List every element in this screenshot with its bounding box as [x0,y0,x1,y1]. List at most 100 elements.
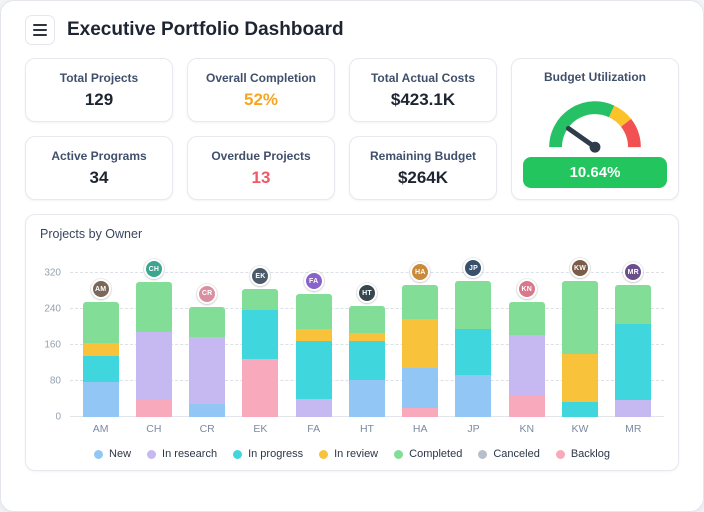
bar-segment-completed[interactable] [295,294,332,330]
kpi-label: Remaining Budget [369,148,476,163]
bar-segment-new[interactable] [189,403,226,417]
stacked-bar-cr[interactable] [189,306,226,417]
bar-segment-backlog[interactable] [402,408,439,417]
kpi-card-total-actual-costs: Total Actual Costs $423.1K [349,58,497,122]
bar-segment-completed[interactable] [615,285,652,325]
gauge-arc-high [620,118,641,148]
bars-container: AM CH CR EK FA HT HA JP KN KW MR [70,249,664,417]
legend-item-new[interactable]: New [94,448,131,460]
legend-dot [147,449,157,459]
stacked-bar-ek[interactable] [242,289,279,417]
bar-group-am: AM [80,249,122,417]
kpi-value: 129 [84,89,114,109]
gauge-needle [565,125,598,150]
gauge-label: Budget Utilization [544,70,646,84]
kpi-card-overdue-projects: Overdue Projects 13 [187,136,335,200]
legend-item-in-research[interactable]: In research [147,448,217,460]
bar-segment-new[interactable] [348,379,385,417]
legend-item-canceled[interactable]: Canceled [478,448,540,460]
bar-segment-in-research[interactable] [189,336,226,404]
bar-segment-in-review[interactable] [82,343,119,356]
bar-segment-backlog[interactable] [508,394,545,417]
bar-segment-in-research[interactable] [135,331,172,399]
bar-segment-in-progress[interactable] [348,341,385,380]
legend-item-completed[interactable]: Completed [394,448,462,460]
bar-segment-in-progress[interactable] [82,355,119,382]
bar-segment-completed[interactable] [508,302,545,335]
bar-segment-completed[interactable] [135,282,172,332]
bar-segment-backlog[interactable] [242,358,279,417]
owner-avatar: CR [197,283,218,304]
stacked-bar-jp[interactable] [455,281,492,417]
bar-segment-completed[interactable] [348,306,385,334]
stacked-bar-kw[interactable] [562,281,599,417]
stacked-bar-am[interactable] [82,302,119,417]
kpi-value: 34 [89,167,109,187]
owner-avatar: AM [90,279,111,300]
legend-label: Completed [409,448,463,460]
kpi-value: 52% [243,89,279,109]
stacked-bar-mr[interactable] [615,285,652,417]
page-title: Executive Portfolio Dashboard [67,19,344,40]
bar-segment-backlog[interactable] [135,399,172,417]
bar-segment-in-research[interactable] [508,334,545,395]
chart-title: Projects by Owner [40,227,143,241]
owner-avatar: HA [410,262,431,283]
y-tick-label: 160 [44,339,61,351]
kpi-card-remaining-budget: Remaining Budget $264K [349,136,497,200]
bar-segment-completed[interactable] [562,281,599,355]
x-axis: AM CH CR EK FA HT HA JP KN KW MR [70,417,664,435]
bar-segment-completed[interactable] [242,289,279,310]
bar-segment-in-progress[interactable] [562,401,599,417]
bar-segment-in-progress[interactable] [455,329,492,375]
x-tick-label: KW [571,423,589,435]
stacked-bar-ch[interactable] [135,282,172,417]
bar-segment-in-review[interactable] [402,319,439,368]
kpi-card-active-programs: Active Programs 34 [25,136,173,200]
bar-segment-in-progress[interactable] [295,341,332,399]
legend-item-in-review[interactable]: In review [319,448,378,460]
gauge-chart [549,101,641,153]
bar-group-fa: FA [293,249,335,417]
bar-segment-in-review[interactable] [348,333,385,342]
kpi-card-budget-utilization: Budget Utilization 10.64% [511,58,679,200]
y-tick-label: 80 [49,375,61,387]
bar-segment-in-research[interactable] [615,399,652,417]
legend-label: Backlog [570,448,610,460]
x-tick-label: MR [625,423,642,435]
bar-segment-completed[interactable] [82,302,119,344]
kpi-value: 13 [251,167,271,187]
y-tick-label: 320 [44,267,61,279]
bar-segment-in-research[interactable] [295,399,332,417]
bar-segment-in-progress[interactable] [615,324,652,400]
kpi-card-overall-completion: Overall Completion 52% [187,58,335,122]
plot-area: AM CH CR EK FA HT HA JP KN KW MR [70,249,664,417]
owner-avatar: CH [143,259,164,279]
stacked-bar-ha[interactable] [402,285,439,417]
x-tick-label: CH [146,423,162,435]
stacked-bar-ht[interactable] [348,306,385,417]
stacked-bar-kn[interactable] [508,302,545,417]
kpi-label: Total Actual Costs [370,70,475,85]
legend-item-in-progress[interactable]: In progress [233,448,303,460]
bar-segment-completed[interactable] [402,285,439,320]
y-tick-label: 0 [55,411,61,423]
bar-segment-new[interactable] [455,374,492,417]
bar-segment-in-progress[interactable] [242,309,279,359]
kpi-label: Overdue Projects [211,148,311,163]
bar-segment-new[interactable] [82,381,119,417]
stacked-bar-fa[interactable] [295,294,332,417]
bar-segment-completed[interactable] [455,281,492,330]
bar-group-cr: CR [186,249,228,417]
legend-label: New [109,448,132,460]
hamburger-icon [33,24,47,26]
owner-avatar: MR [623,262,644,283]
legend-item-backlog[interactable]: Backlog [555,448,610,460]
bar-segment-in-review[interactable] [295,329,332,342]
bar-segment-in-review[interactable] [562,354,599,402]
hamburger-menu-button[interactable] [25,15,55,45]
x-tick-label: KN [519,423,535,435]
bar-segment-new[interactable] [402,367,439,408]
bar-segment-completed[interactable] [189,306,226,337]
